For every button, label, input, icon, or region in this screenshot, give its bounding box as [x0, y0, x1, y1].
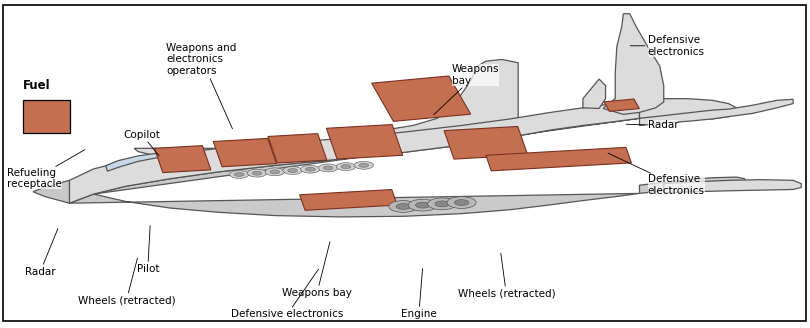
Polygon shape [268, 133, 327, 163]
Polygon shape [640, 99, 793, 125]
Circle shape [323, 166, 333, 170]
Circle shape [359, 163, 369, 167]
Polygon shape [444, 127, 527, 159]
Circle shape [389, 201, 418, 212]
Circle shape [305, 167, 315, 171]
Polygon shape [356, 59, 518, 138]
Polygon shape [134, 148, 275, 167]
Text: Weapons bay: Weapons bay [282, 242, 352, 298]
Circle shape [354, 161, 373, 169]
Circle shape [288, 169, 297, 173]
Polygon shape [486, 147, 632, 171]
Text: Defensive
electronics: Defensive electronics [630, 35, 705, 56]
Text: Copilot: Copilot [124, 130, 160, 156]
Polygon shape [663, 180, 801, 193]
Polygon shape [213, 138, 276, 167]
FancyBboxPatch shape [3, 5, 806, 321]
Circle shape [454, 200, 469, 205]
Polygon shape [640, 99, 736, 120]
Text: Defensive electronics: Defensive electronics [231, 269, 343, 319]
Polygon shape [640, 177, 744, 194]
Polygon shape [33, 180, 70, 203]
Polygon shape [603, 14, 663, 114]
Polygon shape [326, 125, 403, 159]
Circle shape [435, 201, 450, 207]
Circle shape [318, 164, 338, 172]
Circle shape [301, 165, 320, 173]
Polygon shape [70, 118, 640, 217]
Text: Weapons
bay: Weapons bay [433, 64, 500, 115]
Text: Fuel: Fuel [23, 79, 51, 92]
Text: Engine: Engine [401, 269, 437, 319]
Text: Refueling
receptacle: Refueling receptacle [7, 150, 85, 190]
Text: Defensive
electronics: Defensive electronics [608, 153, 705, 196]
Text: Pilot: Pilot [137, 226, 159, 274]
Circle shape [283, 167, 302, 174]
Text: Weapons and
electronics
operators: Weapons and electronics operators [167, 43, 237, 129]
Text: Radar: Radar [25, 229, 58, 277]
Text: Wheels (retracted): Wheels (retracted) [78, 258, 175, 305]
Polygon shape [106, 152, 174, 171]
Text: Radar: Radar [626, 120, 678, 131]
Circle shape [229, 171, 249, 178]
Circle shape [234, 173, 244, 176]
Polygon shape [300, 190, 397, 210]
Circle shape [270, 170, 279, 174]
Circle shape [396, 203, 411, 209]
Polygon shape [583, 79, 606, 109]
Circle shape [447, 197, 476, 208]
Circle shape [252, 171, 262, 175]
Polygon shape [604, 99, 639, 112]
Circle shape [341, 165, 351, 169]
Circle shape [247, 169, 266, 177]
Circle shape [336, 163, 356, 171]
Polygon shape [155, 146, 211, 173]
FancyBboxPatch shape [23, 100, 70, 133]
Circle shape [416, 202, 430, 208]
Text: Wheels (retracted): Wheels (retracted) [458, 253, 555, 299]
Circle shape [408, 199, 437, 211]
Circle shape [428, 198, 457, 210]
Circle shape [265, 168, 284, 176]
Polygon shape [70, 100, 640, 203]
Polygon shape [372, 76, 471, 121]
